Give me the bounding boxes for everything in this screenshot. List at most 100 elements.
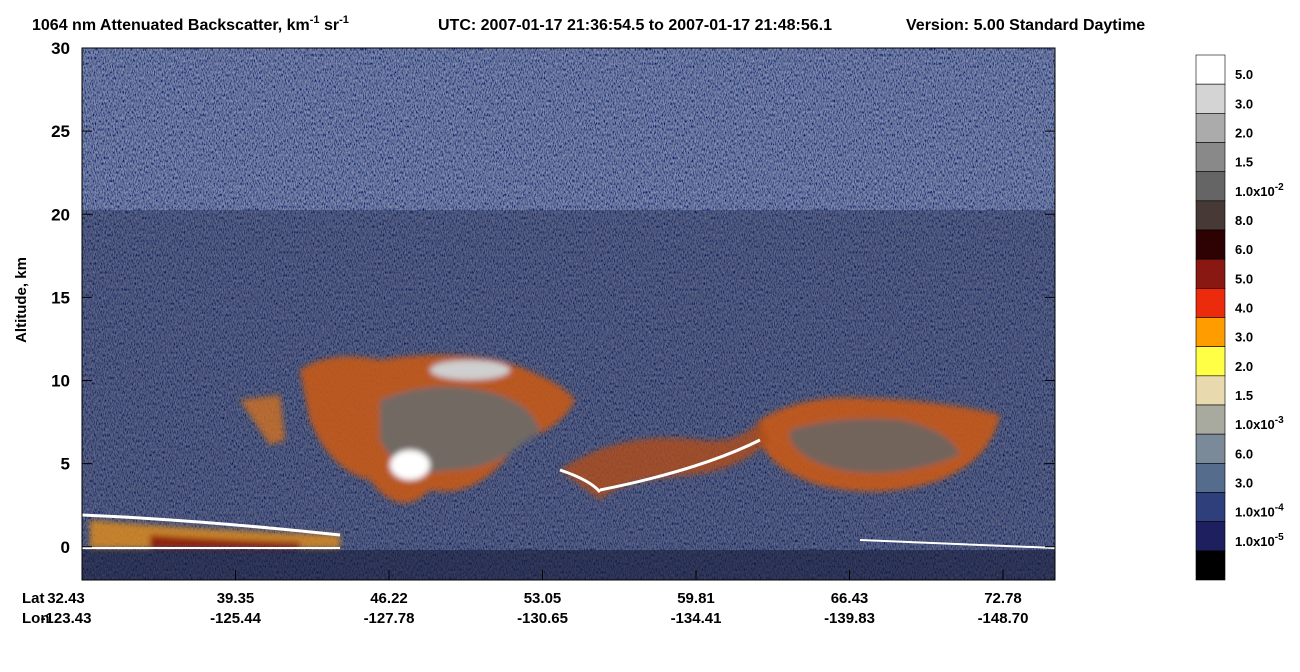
colorbar-swatch <box>1195 463 1226 493</box>
colorbar-label-text: 2.0 <box>1235 126 1253 141</box>
colorbar-label-exp: -4 <box>1275 503 1284 514</box>
x-tick-label-lon: -125.44 <box>210 610 262 627</box>
colorbar-label-exp: -2 <box>1275 182 1284 193</box>
title-time: UTC: 2007-01-17 21:36:54.5 to 2007-01-17… <box>438 17 832 34</box>
colorbar-label-exp: -5 <box>1275 532 1284 543</box>
title-version: Version: 5.00 Standard Daytime <box>906 17 1145 34</box>
colorbar-label-text: 3.0 <box>1235 96 1253 111</box>
x-tick-label-lon: -130.65 <box>517 610 568 627</box>
colorbar-label: 1.0x10-4 <box>1235 503 1284 520</box>
colorbar-label-text: 6.0 <box>1235 446 1253 461</box>
colorbar-swatch <box>1195 142 1226 172</box>
aerosol <box>150 535 300 548</box>
colorbar-label: 1.0x10-3 <box>1235 415 1284 432</box>
colorbar-label: 2.0 <box>1235 359 1253 374</box>
colorbar-swatch <box>1195 404 1226 435</box>
x-tick-label-lat: 66.43 <box>831 590 869 607</box>
colorbar-swatch <box>1195 317 1226 347</box>
colorbar-label-text: 3.0 <box>1235 330 1253 345</box>
plot-frame <box>81 47 1056 581</box>
x-tick-label-lat: 59.81 <box>677 590 715 607</box>
colorbar-swatch <box>1195 550 1226 581</box>
colorbar-label-text: 4.0 <box>1235 301 1253 316</box>
colorbar-label-text: 1.0x10 <box>1235 505 1275 520</box>
x-row-label: Lon <box>22 610 50 627</box>
colorbar-label-text: 1.0x10 <box>1235 184 1275 199</box>
colorbar-swatch <box>1195 521 1226 552</box>
x-tick-label-lon: -123.43 <box>41 610 92 627</box>
colorbar-label: 5.0 <box>1235 271 1253 286</box>
y-axis-label: Altitude, km <box>13 257 30 343</box>
colorbar-swatch <box>1195 258 1226 289</box>
x-tick-label-lat: 39.35 <box>217 590 255 607</box>
y-tick-label: 0 <box>61 538 70 557</box>
colorbar-label-text: 1.5 <box>1235 388 1253 403</box>
colorbar-label-text: 6.0 <box>1235 242 1253 257</box>
colorbar-label-text: 5.0 <box>1235 271 1253 286</box>
cloud <box>390 450 430 480</box>
colorbar-label: 6.0 <box>1235 242 1253 257</box>
noise <box>82 48 1055 580</box>
colorbar-swatch <box>1195 54 1226 85</box>
cloud <box>380 386 540 472</box>
colorbar-label-text: 1.0x10 <box>1235 534 1275 549</box>
cloud-top <box>82 438 761 537</box>
colorbar-label: 1.5 <box>1235 388 1253 403</box>
x-tick-label-lat: 32.43 <box>47 590 85 607</box>
colorbar-label: 1.5 <box>1235 155 1253 170</box>
colorbar-swatch <box>1195 433 1226 464</box>
y-tick-label: 10 <box>51 372 70 391</box>
colorbar-label-exp: -3 <box>1275 415 1284 426</box>
surface-return <box>82 539 1055 549</box>
colorbar-label: 1.0x10-2 <box>1235 182 1284 199</box>
colorbar-label: 8.0 <box>1235 213 1253 228</box>
y-tick-label: 30 <box>51 39 70 58</box>
colorbar-swatch <box>1195 171 1226 202</box>
colorbar-label-text: 1.0x10 <box>1235 417 1275 432</box>
colorbar: 5.03.02.01.51.0x10-28.06.05.04.03.02.01.… <box>1195 54 1284 581</box>
y-tick-label: 5 <box>61 455 70 474</box>
y-tick-label: 15 <box>51 288 70 307</box>
colorbar-swatch <box>1195 346 1226 377</box>
colorbar-label: 6.0 <box>1235 446 1253 461</box>
clouds <box>90 355 1000 548</box>
colorbar-label-text: 8.0 <box>1235 213 1253 228</box>
colorbar-label-text: 1.5 <box>1235 155 1253 170</box>
colorbar-label-text: 2.0 <box>1235 359 1253 374</box>
colorbar-swatch <box>1195 113 1226 143</box>
colorbar-label: 3.0 <box>1235 330 1253 345</box>
colorbar-swatch <box>1195 375 1226 406</box>
colorbar-swatch <box>1195 288 1226 318</box>
x-row-label: Lat <box>22 590 45 607</box>
x-tick-label-lon: -139.83 <box>824 610 875 627</box>
y-tick-label: 25 <box>51 122 70 141</box>
curtain-image <box>82 48 1055 580</box>
subsurface <box>82 550 1055 580</box>
colorbar-swatch <box>1195 492 1226 522</box>
colorbar-label: 5.0 <box>1235 67 1253 82</box>
colorbar-label: 1.0x10-5 <box>1235 532 1284 549</box>
x-tick-label-lon: -148.70 <box>978 610 1029 627</box>
colorbar-label: 2.0 <box>1235 126 1253 141</box>
cloud <box>560 420 770 500</box>
colorbar-swatch <box>1195 83 1226 114</box>
cloud <box>240 395 285 445</box>
colorbar-label: 3.0 <box>1235 96 1253 111</box>
colorbar-label: 3.0 <box>1235 476 1253 491</box>
y-tick-label: 20 <box>51 205 70 224</box>
colorbar-swatch <box>1195 200 1226 231</box>
title: 1064 nm Attenuated Backscatter, km-1 sr-… <box>32 14 349 34</box>
x-tick-label-lat: 53.05 <box>524 590 562 607</box>
colorbar-label-text: 3.0 <box>1235 476 1253 491</box>
lower-atmosphere <box>82 210 1055 550</box>
cloud <box>790 418 960 473</box>
axes: 0 5 10 15 20 25 30 32.43 -123.43 39.35 -125.44 46.2… <box>41 39 1055 627</box>
colorbar-label: 4.0 <box>1235 301 1253 316</box>
cloud <box>430 360 510 380</box>
x-tick-label-lat: 46.22 <box>370 590 408 607</box>
colorbar-label-text: 5.0 <box>1235 67 1253 82</box>
x-tick-label-lon: -127.78 <box>364 610 415 627</box>
x-tick-label-lon: -134.41 <box>671 610 722 627</box>
